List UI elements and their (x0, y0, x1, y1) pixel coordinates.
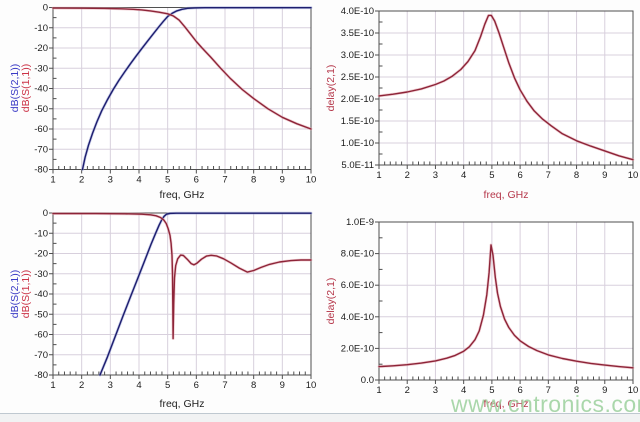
x-tick-label: 7 (222, 175, 227, 186)
x-tick-label: 3 (108, 380, 113, 391)
x-tick-label: 9 (602, 385, 607, 396)
y-tick-label: 0 (43, 3, 48, 14)
watermark-text: www.cntronics.com (451, 391, 640, 417)
x-tick-label: 1 (50, 380, 55, 391)
x-tick-label: 4 (461, 385, 466, 396)
y-tick-label: -60 (34, 124, 48, 135)
y-tick-label: 1.0E-10 (341, 138, 374, 149)
y-tick-label: 5.0E-11 (341, 160, 374, 171)
x-tick-label: 6 (194, 175, 199, 186)
plot-delay-b: 1 2 3 4 5 6 7 8 9 10 1.0E-9 8.0E-10 6.0E-10 4.0E-10 2.… (341, 217, 639, 396)
y-tick-label: 0.0 (361, 375, 374, 386)
y-tick-label: -70 (34, 350, 48, 361)
x-tick-label: 1 (376, 385, 381, 396)
x-tick-label: 2 (79, 175, 84, 186)
x-tick-label: 10 (628, 170, 639, 181)
plot3-ylabel-s11: dB(S(1,1)) (20, 269, 32, 319)
x-tick-label: 8 (574, 385, 579, 396)
y-tick-label: -80 (34, 165, 48, 176)
curve-s21 (81, 6, 312, 171)
curve-delay21 (378, 14, 634, 161)
x-tick-label: 2 (405, 170, 410, 181)
x-tick-label: 10 (306, 175, 317, 186)
x-tick-label: 7 (546, 170, 551, 181)
y-tick-label: 3.0E-10 (341, 50, 374, 61)
y-tick-label: 4.0E-10 (341, 312, 374, 323)
y-tick-label: 1.0E-9 (346, 217, 374, 228)
x-tick-label: 6 (194, 380, 199, 391)
y-tick-label: -80 (34, 370, 48, 381)
y-tick-label: -10 (34, 228, 48, 239)
y-tick-label: 2.5E-10 (341, 72, 374, 83)
x-tick-label: 10 (628, 385, 639, 396)
y-tick-label: -60 (34, 330, 48, 341)
y-tick-label: -20 (34, 249, 48, 260)
plot1-ylabel-s11: dB(S(1,1)) (20, 63, 32, 113)
x-tick-label: 4 (136, 175, 141, 186)
x-tick-label: 6 (517, 170, 522, 181)
y-tick-label: 0 (43, 208, 48, 219)
bottom-divider (0, 413, 640, 422)
plot4-x-axis-title: freq, GHz (483, 398, 529, 410)
y-tick-label: -10 (34, 23, 48, 34)
plot4-y-axis-title: delay(2,1) (325, 277, 337, 325)
x-tick-label: 2 (405, 385, 410, 396)
plot2-x-axis-title: freq, GHz (483, 189, 529, 201)
plot2-y-axis-title: delay(2,1) (325, 64, 337, 112)
x-tick-label: 9 (602, 170, 607, 181)
x-tick-label: 7 (546, 385, 551, 396)
curve-delay21 (378, 244, 634, 369)
y-tick-label: -40 (34, 84, 48, 95)
x-tick-label: 10 (306, 380, 317, 391)
x-tick-label: 7 (222, 380, 227, 391)
y-tick-label: 4.0E-10 (341, 6, 374, 17)
x-tick-label: 8 (251, 380, 256, 391)
y-tick-label: -40 (34, 289, 48, 300)
y-tick-label: 2.0E-10 (341, 343, 374, 354)
y-tick-label: -70 (34, 144, 48, 155)
x-tick-label: 3 (433, 385, 438, 396)
plot-background (379, 11, 633, 165)
y-tick-label: -20 (34, 43, 48, 54)
x-tick-label: 6 (517, 385, 522, 396)
plot3-x-axis-title: freq, GHz (159, 398, 205, 410)
y-tick-label: -50 (34, 104, 48, 115)
plot-background (379, 222, 633, 380)
plot-sparams-b: 1 2 3 4 5 6 7 8 9 10 0 -10 -20 -30 -40 -50 -60 -70 -80 (34, 208, 316, 391)
curve-s11 (52, 212, 312, 340)
y-tick-label: 2.0E-10 (341, 94, 374, 105)
y-tick-label: -30 (34, 63, 48, 74)
x-tick-label: 1 (50, 175, 55, 186)
x-tick-label: 2 (79, 380, 84, 391)
plot-sparams-a: 1 2 3 4 5 6 7 8 9 10 0 -10 -20 -30 -40 -50 -60 -70 -80 (34, 3, 316, 186)
y-tick-label: -30 (34, 269, 48, 280)
y-tick-label: 1.5E-10 (341, 116, 374, 127)
x-tick-label: 5 (165, 175, 170, 186)
x-tick-label: 9 (280, 380, 285, 391)
y-tick-label: 6.0E-10 (341, 280, 374, 291)
x-tick-label: 4 (461, 170, 466, 181)
x-tick-label: 8 (251, 175, 256, 186)
x-tick-label: 1 (376, 170, 381, 181)
curve-s11 (52, 7, 312, 130)
plot1-x-axis-title: freq, GHz (159, 189, 205, 201)
x-tick-label: 8 (574, 170, 579, 181)
y-tick-label: 8.0E-10 (341, 249, 374, 260)
x-tick-label: 5 (165, 380, 170, 391)
x-tick-label: 4 (136, 380, 141, 391)
x-tick-label: 5 (489, 385, 494, 396)
curve-s21 (99, 212, 312, 376)
plot-delay-a: 1 2 3 4 5 6 7 8 9 10 4.0E-10 3.5E-10 3.0E-10 2.5E-10 2… (341, 6, 639, 181)
plot3-y-axis-title: dB(S(2,1)) dB(S(1,1)) (9, 269, 32, 319)
x-tick-label: 9 (280, 175, 285, 186)
x-tick-label: 3 (108, 175, 113, 186)
y-tick-label: 3.5E-10 (341, 28, 374, 39)
x-tick-label: 5 (489, 170, 494, 181)
y-tick-label: -50 (34, 309, 48, 320)
plot1-y-axis-title: dB(S(2,1)) dB(S(1,1)) (9, 63, 32, 113)
x-tick-label: 3 (433, 170, 438, 181)
